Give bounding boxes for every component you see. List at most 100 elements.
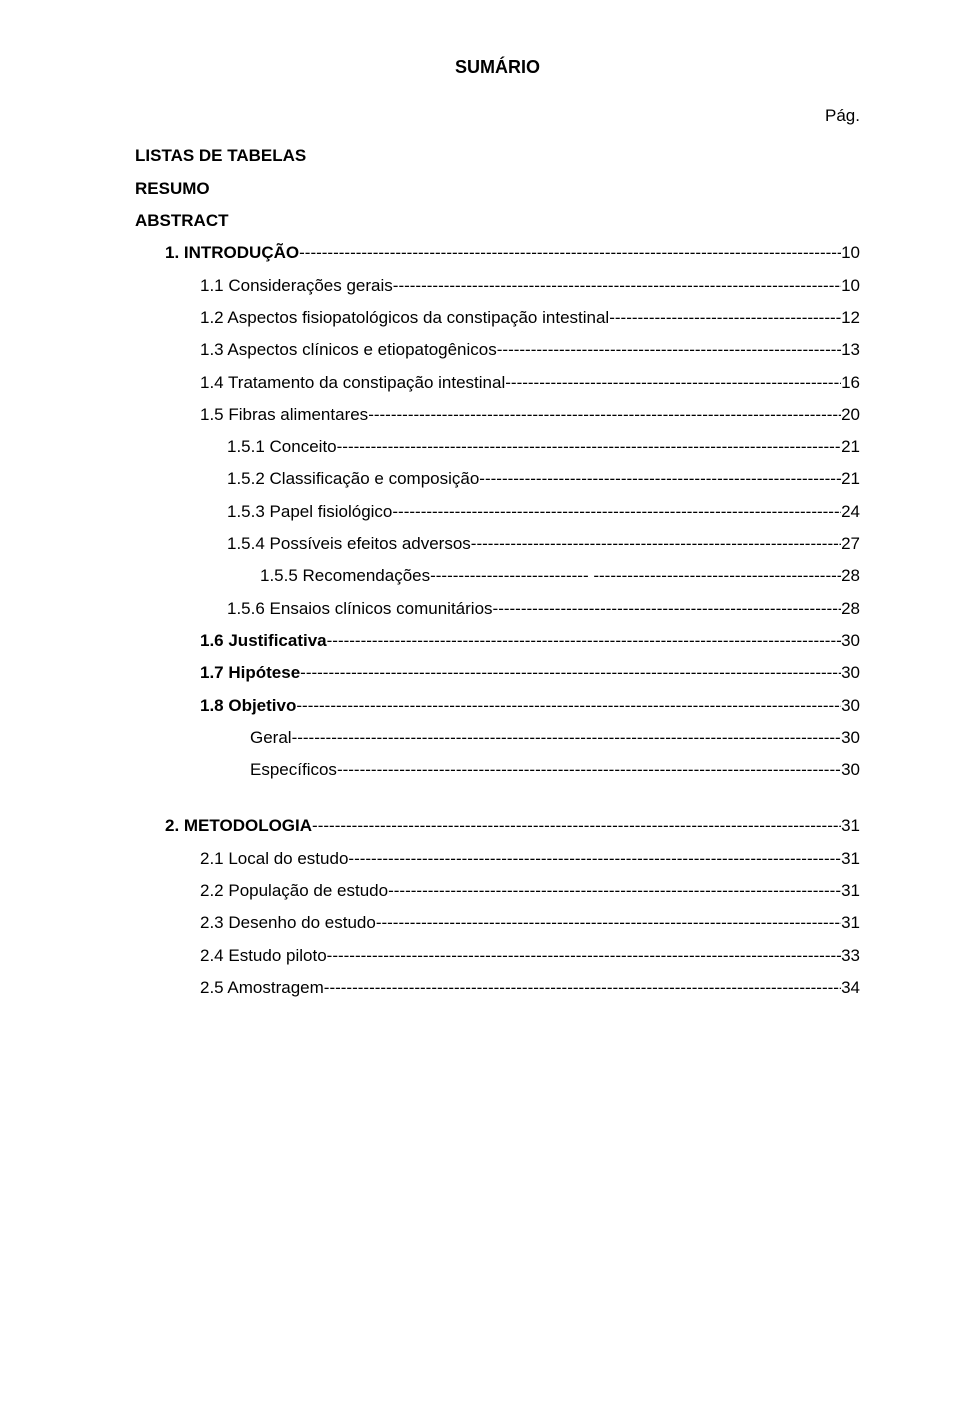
toc-entry-label: 1.5.6 Ensaios clínicos comunitários (227, 593, 493, 625)
toc-entry-page: 13 (841, 334, 860, 366)
toc-entry: 1.5.1 Conceito--------------------------… (135, 431, 860, 463)
page-column-label: Pág. (135, 100, 860, 132)
toc-entry-page: 12 (841, 302, 860, 334)
toc-entry-label: Geral (250, 722, 292, 754)
toc-leader: ----------------------------------------… (299, 237, 841, 269)
toc-leader: ----------------------------------------… (337, 431, 841, 463)
front-matter: LISTAS DE TABELAS RESUMO ABSTRACT (135, 140, 860, 237)
toc-leader: ----------------------------------------… (609, 302, 841, 334)
toc-leader: ----------------------------------------… (327, 625, 841, 657)
toc-leader: ----------------------------------------… (471, 528, 841, 560)
toc-entry: 2.3 Desenho do estudo-------------------… (135, 907, 860, 939)
toc-entry: 2.2 População de estudo-----------------… (135, 875, 860, 907)
toc-entry: 1.2 Aspectos fisiopatológicos da constip… (135, 302, 860, 334)
toc-leader: ----------------------------------------… (337, 754, 841, 786)
toc-entry-page: 31 (841, 810, 860, 842)
toc-entry-label: 1.7 Hipótese (200, 657, 300, 689)
toc-leader: ---------------------------- -----------… (430, 560, 841, 592)
toc-entry-page: 21 (841, 431, 860, 463)
toc-entry: Geral-----------------------------------… (135, 722, 860, 754)
toc-entry-page: 30 (841, 690, 860, 722)
toc-leader: ----------------------------------------… (300, 657, 841, 689)
page-title: SUMÁRIO (135, 50, 860, 84)
toc-entry-label: 1.3 Aspectos clínicos e etiopatogênicos (200, 334, 497, 366)
toc-leader: ----------------------------------------… (327, 940, 841, 972)
toc-entry-page: 10 (841, 270, 860, 302)
front-matter-item: LISTAS DE TABELAS (135, 140, 860, 172)
toc-entry-page: 31 (841, 907, 860, 939)
toc-leader: ----------------------------------------… (493, 593, 842, 625)
toc-entry-label: Específicos (250, 754, 337, 786)
toc-entry-label: 1.1 Considerações gerais (200, 270, 393, 302)
toc-entry-page: 21 (841, 463, 860, 495)
toc-entry-label: 2.4 Estudo piloto (200, 940, 327, 972)
toc-entry-label: 2.1 Local do estudo (200, 843, 348, 875)
toc-entry-page: 28 (841, 560, 860, 592)
toc-entry: 2.1 Local do estudo---------------------… (135, 843, 860, 875)
toc-entry-label: 1.5.3 Papel fisiológico (227, 496, 392, 528)
toc-entry-label: 1.5.1 Conceito (227, 431, 337, 463)
toc-leader: ----------------------------------------… (368, 399, 841, 431)
toc-entry-page: 24 (841, 496, 860, 528)
toc-entry: 1.5.3 Papel fisiológico ----------------… (135, 496, 860, 528)
toc-entry-page: 30 (841, 754, 860, 786)
toc-entry: 1.5.4 Possíveis efeitos adversos--------… (135, 528, 860, 560)
toc-entry: 1.5.2 Classificação e composição -------… (135, 463, 860, 495)
toc-entry: 1. INTRODUÇÃO---------------------------… (135, 237, 860, 269)
toc-entry: 1.1 Considerações gerais ---------------… (135, 270, 860, 302)
toc-entry-page: 31 (841, 843, 860, 875)
toc-entry: 1.5.5 Recomendações --------------------… (135, 560, 860, 592)
toc-entry-page: 30 (841, 625, 860, 657)
toc-entry-page: 30 (841, 722, 860, 754)
toc-leader: ----------------------------------------… (505, 367, 841, 399)
toc-leader: ----------------------------------------… (393, 270, 841, 302)
toc-entry: 1.3 Aspectos clínicos e etiopatogênicos-… (135, 334, 860, 366)
toc-entry: 2. METODOLOGIA--------------------------… (135, 810, 860, 842)
toc-entry-page: 34 (841, 972, 860, 1004)
toc-entry-label: 2. METODOLOGIA (165, 810, 312, 842)
toc-leader: ----------------------------------------… (479, 463, 841, 495)
toc-leader: ----------------------------------------… (388, 875, 841, 907)
toc-entry: 1.6 Justificativa ----------------------… (135, 625, 860, 657)
toc-entry-label: 1. INTRODUÇÃO (165, 237, 299, 269)
toc-leader: ----------------------------------------… (497, 334, 841, 366)
section-spacer (135, 786, 860, 810)
toc-entry-label: 1.5.2 Classificação e composição (227, 463, 479, 495)
toc-entry-page: 28 (841, 593, 860, 625)
toc-section: 1. INTRODUÇÃO---------------------------… (135, 237, 860, 786)
toc-entry: 1.4 Tratamento da constipação intestinal… (135, 367, 860, 399)
toc-entry-label: 2.5 Amostragem (200, 972, 324, 1004)
toc-leader: ----------------------------------------… (292, 722, 842, 754)
toc-leader: ----------------------------------------… (348, 843, 841, 875)
toc-entry: 1.5 Fibras alimentares------------------… (135, 399, 860, 431)
front-matter-item: ABSTRACT (135, 205, 860, 237)
toc-entry: 1.7 Hipótese ---------------------------… (135, 657, 860, 689)
toc-entry-label: 1.5.4 Possíveis efeitos adversos (227, 528, 471, 560)
toc-entry-page: 10 (841, 237, 860, 269)
front-matter-item: RESUMO (135, 173, 860, 205)
toc-leader: ----------------------------------------… (324, 972, 841, 1004)
toc-entry-label: 1.6 Justificativa (200, 625, 327, 657)
toc-leader: ----------------------------------------… (296, 690, 841, 722)
toc-entry-label: 1.5.5 Recomendações (260, 560, 430, 592)
toc-entry-page: 31 (841, 875, 860, 907)
toc-leader: ----------------------------------------… (392, 496, 841, 528)
toc-entry-label: 2.2 População de estudo (200, 875, 388, 907)
toc-leader: ----------------------------------------… (376, 907, 841, 939)
toc-entry-label: 1.5 Fibras alimentares (200, 399, 368, 431)
toc-entry-label: 1.8 Objetivo (200, 690, 296, 722)
toc-section: 2. METODOLOGIA--------------------------… (135, 810, 860, 1004)
toc-entry-page: 27 (841, 528, 860, 560)
toc-leader: ----------------------------------------… (312, 810, 841, 842)
toc-entry-page: 33 (841, 940, 860, 972)
toc-entry: 1.8 Objetivo----------------------------… (135, 690, 860, 722)
toc-entry: 2.5 Amostragem--------------------------… (135, 972, 860, 1004)
toc-entry-page: 20 (841, 399, 860, 431)
toc-entry-page: 16 (841, 367, 860, 399)
toc-entry: 1.5.6 Ensaios clínicos comunitários-----… (135, 593, 860, 625)
toc-entry: 2.4 Estudo piloto-----------------------… (135, 940, 860, 972)
toc-entry-page: 30 (841, 657, 860, 689)
toc-entry-label: 1.2 Aspectos fisiopatológicos da constip… (200, 302, 609, 334)
toc-entry: Específicos-----------------------------… (135, 754, 860, 786)
toc-entry-label: 1.4 Tratamento da constipação intestinal (200, 367, 505, 399)
